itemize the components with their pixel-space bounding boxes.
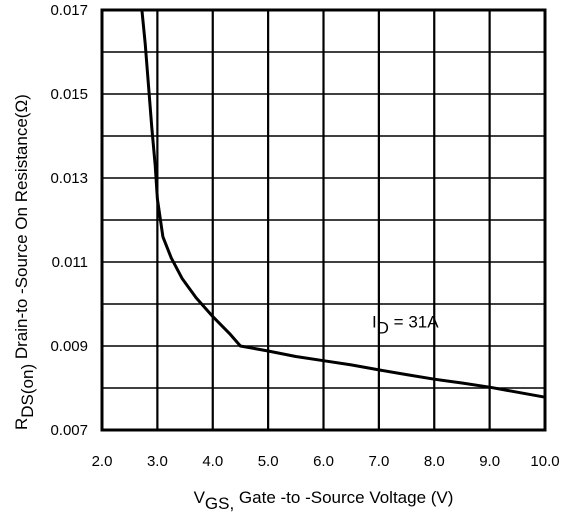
annotation-label: ID = 31A bbox=[372, 313, 439, 338]
x-tick-label: 7.0 bbox=[368, 453, 389, 470]
x-tick-labels: 2.0 3.0 4.0 5.0 6.0 7.0 8.0 9.0 10.0 bbox=[92, 453, 560, 470]
y-axis-label: RDS(on) Drain-to -Source On Resistance(Ω… bbox=[12, 94, 37, 430]
x-tick-label: 5.0 bbox=[258, 453, 279, 470]
x-tick-label: 8.0 bbox=[424, 453, 445, 470]
x-tick-label: 3.0 bbox=[147, 453, 168, 470]
x-tick-label: 2.0 bbox=[92, 453, 113, 470]
plot-frame bbox=[100, 8, 547, 432]
y-tick-label: 0.007 bbox=[50, 422, 88, 439]
grid bbox=[100, 9, 547, 431]
x-tick-label: 4.0 bbox=[202, 453, 223, 470]
series-layer bbox=[140, 8, 547, 399]
x-tick-label: 10.0 bbox=[530, 453, 559, 470]
x-axis-label: VGS, Gate -to -Source Voltage (V) bbox=[194, 488, 454, 513]
y-tick-label: 0.017 bbox=[50, 2, 88, 19]
y-tick-label: 0.009 bbox=[50, 338, 88, 355]
y-tick-label: 0.015 bbox=[50, 86, 88, 103]
y-tick-labels: 0.007 0.009 0.011 0.013 0.015 0.017 bbox=[50, 2, 88, 439]
y-tick-label: 0.013 bbox=[50, 170, 88, 187]
y-tick-label: 0.011 bbox=[52, 254, 88, 271]
series-line bbox=[140, 8, 547, 399]
x-tick-label: 6.0 bbox=[313, 453, 334, 470]
x-tick-label: 9.0 bbox=[479, 453, 500, 470]
